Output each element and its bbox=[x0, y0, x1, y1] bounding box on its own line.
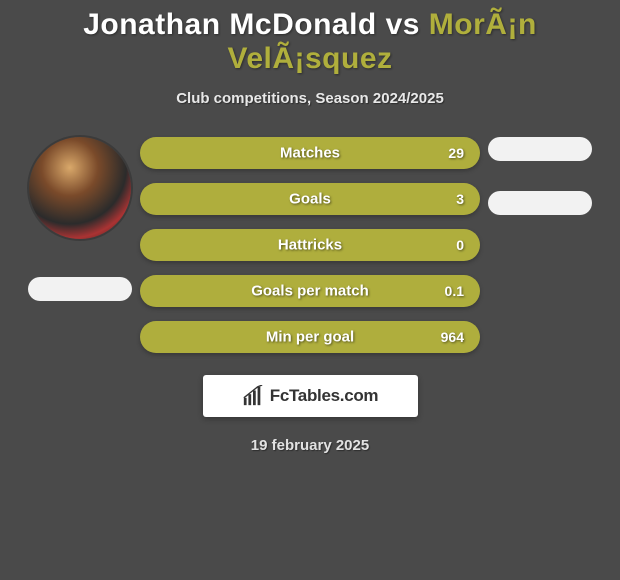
stat-value-right: 0 bbox=[456, 237, 464, 253]
comparison-title: Jonathan McDonald vs MorÃ¡n VelÃ¡squez bbox=[0, 8, 620, 76]
player2-name-pill-2 bbox=[488, 191, 592, 215]
stat-label: Hattricks bbox=[278, 237, 342, 254]
bar-chart-icon bbox=[242, 385, 264, 407]
player1-name-pill bbox=[28, 277, 132, 301]
stat-value-right: 964 bbox=[441, 329, 464, 345]
stat-value-right: 3 bbox=[456, 191, 464, 207]
stat-row-goals-per-match: Goals per match 0.1 bbox=[140, 275, 480, 307]
stat-row-matches: Matches 29 bbox=[140, 137, 480, 169]
season-subtitle: Club competitions, Season 2024/2025 bbox=[176, 90, 444, 107]
player1-avatar bbox=[29, 137, 131, 239]
right-player-column bbox=[480, 135, 600, 215]
logo-text: FcTables.com bbox=[270, 386, 379, 406]
left-player-column bbox=[20, 135, 140, 301]
stat-row-goals: Goals 3 bbox=[140, 183, 480, 215]
stats-center-column: Matches 29 Goals 3 Hattricks 0 Goals per… bbox=[140, 135, 480, 353]
stat-row-hattricks: Hattricks 0 bbox=[140, 229, 480, 261]
player1-name: Jonathan McDonald bbox=[83, 8, 377, 41]
stat-row-min-per-goal: Min per goal 964 bbox=[140, 321, 480, 353]
stat-label: Matches bbox=[280, 145, 340, 162]
date-line: 19 february 2025 bbox=[251, 437, 369, 454]
stat-label: Goals bbox=[289, 191, 331, 208]
stat-label: Min per goal bbox=[266, 329, 354, 346]
stat-label: Goals per match bbox=[251, 283, 369, 300]
stats-area: Matches 29 Goals 3 Hattricks 0 Goals per… bbox=[0, 135, 620, 353]
stat-value-right: 0.1 bbox=[445, 283, 464, 299]
player2-name-pill-1 bbox=[488, 137, 592, 161]
vs-separator: vs bbox=[386, 8, 420, 41]
stat-value-right: 29 bbox=[448, 145, 464, 161]
source-logo: FcTables.com bbox=[203, 375, 418, 417]
infographic-card: Jonathan McDonald vs MorÃ¡n VelÃ¡squez C… bbox=[0, 0, 620, 454]
